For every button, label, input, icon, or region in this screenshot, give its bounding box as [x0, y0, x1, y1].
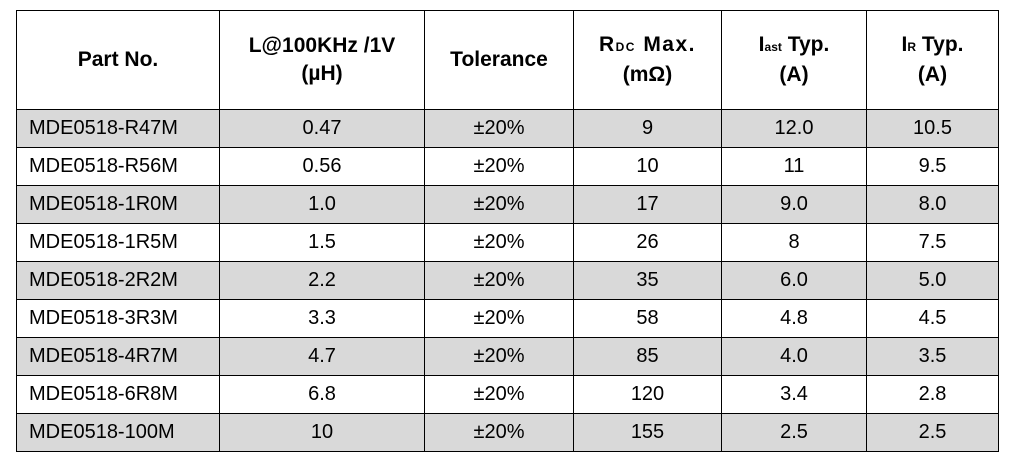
cell-rdc: 10	[573, 147, 722, 186]
cell-ir: 5.0	[866, 261, 999, 300]
cell-ir: 2.5	[866, 413, 999, 452]
cell-isat: 4.0	[721, 337, 867, 376]
cell-tolerance: ±20%	[424, 375, 574, 414]
cell-part-no: MDE0518-6R8M	[16, 375, 220, 414]
cell-part-no: MDE0518-3R3M	[16, 299, 220, 338]
header-rdc-main: R	[598, 33, 616, 56]
header-ir: IR Typ. (A)	[866, 10, 999, 110]
cell-part-no: MDE0518-R47M	[16, 109, 220, 148]
cell-tolerance: ±20%	[424, 185, 574, 224]
cell-inductance: 0.56	[219, 147, 425, 186]
table-row: MDE0518-3R3M 3.3 ±20% 58 4.8 4.5	[16, 299, 999, 338]
cell-rdc: 120	[573, 375, 722, 414]
header-isat-suffix: Typ.	[781, 33, 830, 56]
cell-part-no: MDE0518-1R0M	[16, 185, 220, 224]
cell-inductance: 1.5	[219, 223, 425, 262]
cell-inductance: 1.0	[219, 185, 425, 224]
header-ir-suffix: Typ.	[916, 33, 964, 56]
header-inductance-line1: L@100KHz /1V	[248, 34, 396, 57]
cell-rdc: 85	[573, 337, 722, 376]
cell-rdc: 17	[573, 185, 722, 224]
cell-tolerance: ±20%	[424, 223, 574, 262]
header-rdc-sub: DC	[615, 40, 636, 54]
cell-inductance: 0.47	[219, 109, 425, 148]
table-row: MDE0518-1R0M 1.0 ±20% 17 9.0 8.0	[16, 185, 999, 224]
cell-inductance: 4.7	[219, 337, 425, 376]
header-ir-main: I	[901, 33, 908, 56]
table-header: Part No. L@100KHz /1V (µH) Tolerance RDC…	[16, 10, 999, 110]
header-isat-sub: ast	[764, 40, 782, 54]
table-row: MDE0518-6R8M 6.8 ±20% 120 3.4 2.8	[16, 375, 999, 414]
cell-ir: 8.0	[866, 185, 999, 224]
cell-inductance: 6.8	[219, 375, 425, 414]
header-isat-main: I	[758, 33, 765, 56]
header-rdc-title: RDC Max.	[575, 31, 721, 61]
cell-tolerance: ±20%	[424, 147, 574, 186]
table-row: MDE0518-1R5M 1.5 ±20% 26 8 7.5	[16, 223, 999, 262]
cell-part-no: MDE0518-4R7M	[16, 337, 220, 376]
header-isat-title: Iast Typ.	[723, 31, 866, 61]
cell-ir: 9.5	[866, 147, 999, 186]
cell-tolerance: ±20%	[424, 413, 574, 452]
table-row: MDE0518-R56M 0.56 ±20% 10 11 9.5	[16, 147, 999, 186]
cell-part-no: MDE0518-R56M	[16, 147, 220, 186]
header-ir-unit: (A)	[917, 63, 948, 86]
cell-isat: 6.0	[721, 261, 867, 300]
header-ir-sub: R	[907, 40, 917, 54]
cell-part-no: MDE0518-1R5M	[16, 223, 220, 262]
table-row: MDE0518-2R2M 2.2 ±20% 35 6.0 5.0	[16, 261, 999, 300]
cell-inductance: 3.3	[219, 299, 425, 338]
cell-ir: 2.8	[866, 375, 999, 414]
header-part-no: Part No.	[16, 10, 220, 110]
cell-ir: 7.5	[866, 223, 999, 262]
header-rdc: RDC Max. (mΩ)	[573, 10, 722, 110]
header-rdc-suffix: Max.	[635, 33, 697, 56]
cell-rdc: 155	[573, 413, 722, 452]
table-body: MDE0518-R47M 0.47 ±20% 9 12.0 10.5 MDE05…	[16, 109, 999, 452]
table-row: MDE0518-100M 10 ±20% 155 2.5 2.5	[16, 413, 999, 452]
cell-isat: 9.0	[721, 185, 867, 224]
header-isat-unit: (A)	[779, 63, 809, 86]
cell-tolerance: ±20%	[424, 337, 574, 376]
cell-rdc: 35	[573, 261, 722, 300]
cell-isat: 2.5	[721, 413, 867, 452]
cell-ir: 10.5	[866, 109, 999, 148]
header-rdc-unit: (mΩ)	[622, 63, 673, 86]
cell-ir: 4.5	[866, 299, 999, 338]
spec-table: Part No. L@100KHz /1V (µH) Tolerance RDC…	[16, 10, 999, 452]
cell-rdc: 58	[573, 299, 722, 338]
cell-part-no: MDE0518-2R2M	[16, 261, 220, 300]
header-tolerance: Tolerance	[424, 10, 574, 110]
table-row: MDE0518-R47M 0.47 ±20% 9 12.0 10.5	[16, 109, 999, 148]
cell-rdc: 26	[573, 223, 722, 262]
cell-inductance: 10	[219, 413, 425, 452]
header-inductance: L@100KHz /1V (µH)	[219, 10, 425, 110]
cell-isat: 3.4	[721, 375, 867, 414]
cell-part-no: MDE0518-100M	[16, 413, 220, 452]
cell-isat: 4.8	[721, 299, 867, 338]
header-inductance-unit: (µH)	[301, 62, 343, 85]
cell-tolerance: ±20%	[424, 299, 574, 338]
cell-tolerance: ±20%	[424, 261, 574, 300]
cell-inductance: 2.2	[219, 261, 425, 300]
header-ir-title: IR Typ.	[868, 31, 998, 61]
cell-isat: 11	[721, 147, 867, 186]
cell-isat: 12.0	[721, 109, 867, 148]
table-row: MDE0518-4R7M 4.7 ±20% 85 4.0 3.5	[16, 337, 999, 376]
cell-tolerance: ±20%	[424, 109, 574, 148]
header-isat: Iast Typ. (A)	[721, 10, 867, 110]
cell-rdc: 9	[573, 109, 722, 148]
cell-ir: 3.5	[866, 337, 999, 376]
cell-isat: 8	[721, 223, 867, 262]
header-row: Part No. L@100KHz /1V (µH) Tolerance RDC…	[16, 10, 999, 110]
